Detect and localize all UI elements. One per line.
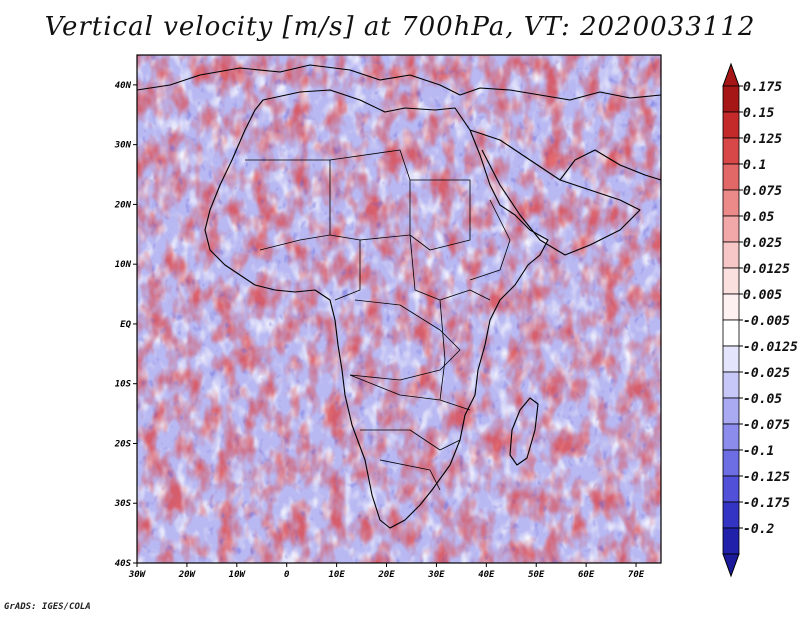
lat-tick-label: 40S <box>115 559 132 569</box>
colorbar-swatch <box>722 345 740 373</box>
colorbar-label: -0.1 <box>743 444 774 459</box>
lon-tick-label: 70E <box>628 570 645 580</box>
lat-tick-label: 20S <box>114 439 132 449</box>
lat-tick-label: EQ <box>120 320 131 330</box>
lon-tick-label: 20W <box>178 570 197 580</box>
velocity-field <box>137 55 661 563</box>
colorbar-label: -0.05 <box>743 392 782 407</box>
lon-tick-label: 50E <box>528 570 545 580</box>
latitude-axis: 40N 30N 20N 10N EQ 10S 20S 30S 40S <box>114 81 137 569</box>
lon-tick-label: 40E <box>478 570 495 580</box>
colorbar-swatch <box>722 215 740 243</box>
colorbar-swatch <box>722 293 740 321</box>
lon-tick-label: 10E <box>328 570 345 580</box>
colorbar-label: -0.075 <box>743 418 790 433</box>
colorbar-swatch <box>722 397 740 425</box>
colorbar-label: 0.125 <box>743 132 782 147</box>
colorbar-label: -0.125 <box>743 470 790 485</box>
map-title: Vertical velocity [m/s] at 700hPa, VT: 2… <box>44 12 756 42</box>
colorbar-swatch <box>722 189 740 217</box>
colorbar-swatch <box>722 319 740 347</box>
lon-tick-label: 20E <box>377 570 395 580</box>
africa-coastline <box>204 89 549 529</box>
lon-tick-label: 30E <box>427 570 445 580</box>
colorbar-swatch <box>722 111 740 139</box>
colorbar-swatch <box>722 475 740 503</box>
lat-tick-label: 20N <box>114 200 132 210</box>
colorbar-label: 0.1 <box>743 158 766 173</box>
coastlines <box>137 64 661 529</box>
colorbar-label: -0.0125 <box>743 340 798 355</box>
longitude-axis: 30W 20W 10W 0 10E 20E 30E 40E 50E 60E 70E <box>128 563 645 580</box>
colorbar-swatch <box>722 85 740 113</box>
plot-frame <box>136 54 662 564</box>
colorbar-swatch <box>722 371 740 399</box>
lon-tick-label: 0 <box>284 570 290 580</box>
colorbar-label: 0.075 <box>743 184 782 199</box>
madagascar-coastline <box>509 397 539 466</box>
colorbar-label: -0.175 <box>743 496 790 511</box>
lon-tick-label: 60E <box>578 570 595 580</box>
arabia-coastline <box>469 129 641 256</box>
colorbar-label: -0.025 <box>743 366 790 381</box>
lon-tick-label: 10W <box>229 570 247 580</box>
colorbar-label: 0.15 <box>743 106 774 121</box>
colorbar-top-arrow <box>722 62 740 87</box>
footer-credit: GrADS: IGES/COLA <box>4 602 91 612</box>
colorbar-label: 0.05 <box>743 210 774 225</box>
mediterranean-coastline <box>137 64 661 101</box>
lat-tick-label: 40N <box>115 81 132 91</box>
colorbar-swatch <box>722 163 740 191</box>
colorbar-label: -0.005 <box>743 314 790 329</box>
lat-tick-label: 10N <box>115 260 132 270</box>
colorbar-bottom-arrow <box>722 553 740 578</box>
lat-tick-label: 10S <box>115 380 132 390</box>
lon-tick-label: 30W <box>128 570 147 580</box>
colorbar: 0.175 0.15 0.125 0.1 0.075 0.05 0.025 0.0125 0.0… <box>722 62 798 578</box>
colorbar-label: 0.175 <box>743 80 782 95</box>
colorbar-swatch <box>722 423 740 451</box>
colorbar-swatch <box>722 241 740 269</box>
colorbar-swatch <box>722 527 740 555</box>
colorbar-label: 0.005 <box>743 288 782 303</box>
colorbar-swatch <box>722 501 740 529</box>
lat-tick-label: 30S <box>114 499 132 509</box>
colorbar-label: -0.2 <box>743 522 774 537</box>
colorbar-swatch <box>722 267 740 295</box>
colorbar-swatch <box>722 449 740 477</box>
lat-tick-label: 30N <box>114 141 132 151</box>
colorbar-swatch <box>722 137 740 165</box>
colorbar-label: 0.025 <box>743 236 782 251</box>
colorbar-label: 0.0125 <box>743 262 790 277</box>
asia-coastline <box>559 149 661 181</box>
